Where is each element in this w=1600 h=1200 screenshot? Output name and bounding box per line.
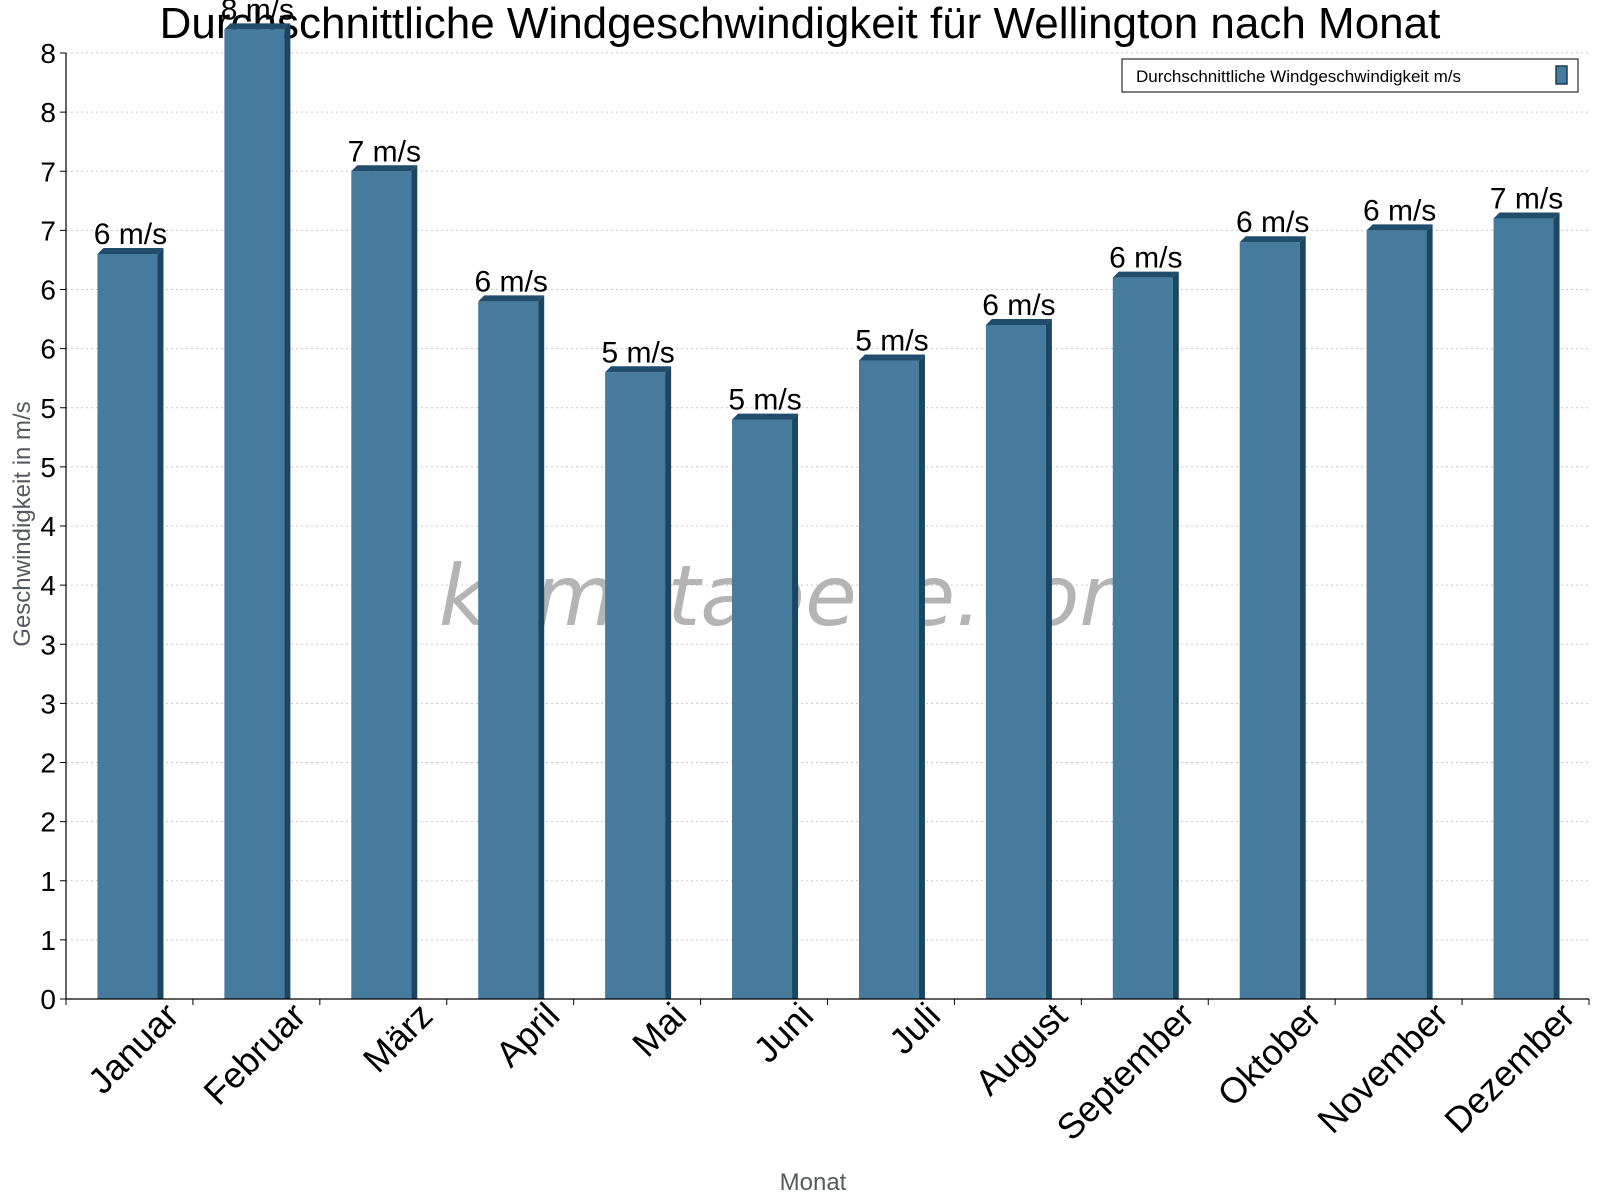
- bar-value-label: 6 m/s: [1109, 242, 1182, 275]
- x-tick-label: Februar: [195, 995, 313, 1113]
- bar-top: [478, 295, 545, 302]
- x-tick-label: März: [355, 995, 441, 1081]
- bar: [351, 171, 412, 999]
- bar-value-label: 6 m/s: [94, 218, 167, 251]
- x-tick-label: Juni: [745, 995, 821, 1071]
- gridlines: [66, 52, 1589, 941]
- y-tick-label: 7: [40, 215, 56, 246]
- bar-top: [224, 23, 291, 30]
- legend-swatch: [1555, 65, 1568, 85]
- y-tick-label: 7: [40, 156, 56, 187]
- y-tick-label: 4: [40, 511, 56, 542]
- bar-value-label: 6 m/s: [982, 289, 1055, 322]
- y-tick-label: 1: [40, 925, 56, 956]
- bar: [1239, 242, 1300, 999]
- bar-top: [351, 165, 418, 172]
- bar-side: [918, 354, 925, 999]
- bar: [605, 372, 666, 999]
- y-tick-label: 4: [40, 570, 56, 601]
- x-tick-label: Juli: [881, 995, 948, 1062]
- bar-side: [1299, 236, 1306, 999]
- bar-value-label: 7 m/s: [1490, 183, 1563, 216]
- bar: [858, 360, 919, 999]
- bar: [1493, 218, 1554, 1000]
- bar-value-label: 8 m/s: [221, 0, 294, 26]
- y-tick-label: 6: [40, 334, 56, 365]
- y-tick-label: 8: [40, 38, 56, 69]
- x-tick-label: November: [1309, 995, 1455, 1141]
- bar-value-labels: 6 m/s 8 m/s 7 m/s 6 m/s 5 m/s 5 m/s 5 m/s 6 m/s…: [94, 0, 1563, 417]
- bar-top: [732, 413, 799, 420]
- bar-value-label: 5 m/s: [601, 336, 674, 369]
- x-tick-label: Januar: [80, 995, 187, 1102]
- bar-top: [1366, 224, 1433, 231]
- y-tick-label: 0: [40, 984, 56, 1015]
- y-tick-label: 5: [40, 393, 56, 424]
- bar: [732, 419, 793, 999]
- bar: [985, 324, 1046, 1000]
- bar-side: [1553, 212, 1560, 1000]
- bar-top: [1112, 271, 1179, 278]
- x-tick-label: Dezember: [1436, 995, 1582, 1141]
- bar-side: [411, 165, 418, 999]
- bar-side: [1172, 271, 1179, 999]
- bar-top: [985, 318, 1052, 325]
- y-tick-label: 2: [40, 748, 56, 779]
- bar-side: [538, 295, 545, 999]
- bar-side: [792, 413, 799, 999]
- y-axis-title: Geschwindigkeit in m/s: [9, 401, 36, 646]
- bar-side: [1045, 318, 1052, 1000]
- bar-value-label: 6 m/s: [1363, 194, 1436, 227]
- bar-side: [665, 366, 672, 999]
- y-tick-label: 2: [40, 807, 56, 838]
- bars: [97, 23, 1560, 1000]
- bar: [1366, 230, 1427, 999]
- bar: [1112, 277, 1173, 999]
- bar-top: [1493, 212, 1560, 219]
- bar-top: [605, 366, 672, 373]
- y-tick-label: 1: [40, 866, 56, 897]
- bar-value-label: 5 m/s: [728, 384, 801, 417]
- bar-side: [1426, 224, 1433, 999]
- y-tick-label: 3: [40, 688, 56, 719]
- watermark-text: klimatabelle.com: [439, 547, 1162, 645]
- bar-top: [1239, 236, 1306, 243]
- x-tick-label: April: [487, 995, 567, 1075]
- bar-value-label: 6 m/s: [475, 265, 548, 298]
- chart-title: Durchschnittliche Windgeschwindigkeit fü…: [160, 0, 1441, 48]
- legend: Durchschnittliche Windgeschwindigkeit m/…: [1121, 58, 1579, 93]
- y-tick-label: 6: [40, 275, 56, 306]
- y-tick-labels: 0 1 1 2 2 3 3 4 4 5 5 6 6 7 7 8 8: [40, 38, 56, 1015]
- x-tick-label: Oktober: [1209, 995, 1329, 1115]
- legend-label: Durchschnittliche Windgeschwindigkeit m/…: [1136, 67, 1461, 86]
- bar-value-label: 6 m/s: [1236, 206, 1309, 239]
- x-tick-labels: Januar Februar März April Mai Juni Juli AugustS…: [80, 995, 1583, 1149]
- bar: [478, 301, 539, 999]
- bar-top: [858, 354, 925, 361]
- legend-box: [1121, 58, 1579, 93]
- y-tick-label: 5: [40, 452, 56, 483]
- bar: [97, 254, 158, 999]
- bar-side: [157, 248, 164, 999]
- y-tick-label: 3: [40, 629, 56, 660]
- bar-top: [97, 248, 164, 255]
- x-axis-title: Monat: [780, 1169, 847, 1196]
- bar: [224, 29, 285, 1000]
- x-tick-label: August: [967, 995, 1075, 1103]
- x-tick-label: Mai: [624, 995, 694, 1065]
- axes: [60, 52, 1590, 1005]
- bar-value-label: 5 m/s: [855, 324, 928, 357]
- y-tick-label: 8: [40, 97, 56, 128]
- x-tick-label: September: [1048, 995, 1202, 1149]
- bar-value-label: 7 m/s: [348, 135, 421, 168]
- bar-side: [284, 23, 291, 1000]
